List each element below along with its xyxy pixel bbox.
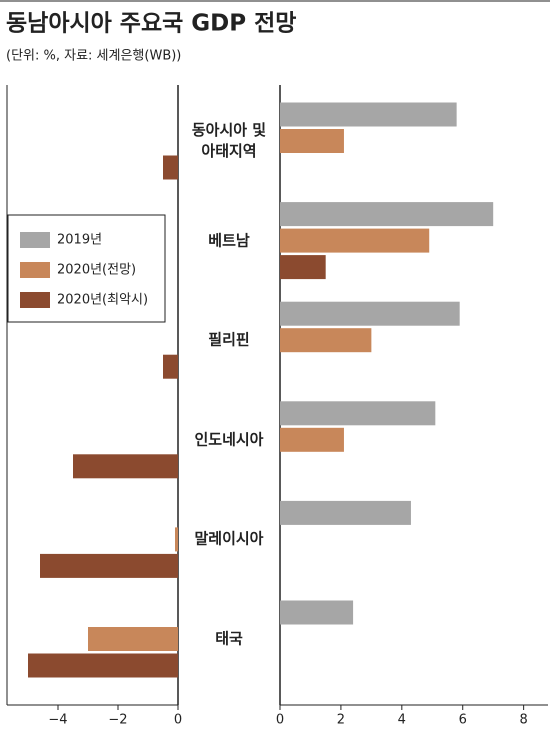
x-tick-label: 0 <box>174 713 182 728</box>
legend-label: 2020년(최악시) <box>57 293 148 308</box>
category-label: 인도네시아 <box>194 430 264 449</box>
chart-title: 동남아시아 주요국 GDP 전망 <box>6 11 296 37</box>
bar <box>280 427 344 452</box>
bar <box>280 301 460 326</box>
x-tick-label: −2 <box>108 713 127 728</box>
bar <box>163 155 178 180</box>
x-tick-label: 6 <box>459 713 467 728</box>
bar <box>280 202 494 227</box>
legend-swatch <box>20 262 50 278</box>
bar <box>73 454 178 479</box>
x-tick-label: 0 <box>276 713 284 728</box>
x-tick-label: 4 <box>398 713 406 728</box>
category-label: 태국 <box>215 629 243 648</box>
bar <box>280 102 457 127</box>
x-tick-label: 2 <box>337 713 345 728</box>
x-tick-label: −4 <box>48 713 67 728</box>
bar <box>163 354 178 379</box>
bar <box>280 228 430 253</box>
bar <box>175 527 178 552</box>
legend-label: 2020년(전망) <box>57 263 136 278</box>
bar <box>280 255 326 280</box>
bar <box>280 401 436 426</box>
chart-subtitle: (단위: %, 자료: 세계은행(WB)) <box>6 48 181 64</box>
bar <box>280 328 372 353</box>
bar <box>280 600 354 625</box>
legend-swatch <box>20 292 50 308</box>
bar <box>88 627 178 651</box>
legend-label: 2019년 <box>57 233 102 248</box>
bar <box>40 553 178 578</box>
category-label: 말레이시아 <box>194 529 264 548</box>
x-tick-label: 8 <box>519 713 527 728</box>
category-label: 필리핀 <box>208 330 250 349</box>
bar <box>28 653 178 678</box>
bar <box>280 129 344 153</box>
bar <box>280 500 411 525</box>
legend-swatch <box>20 232 50 248</box>
category-label: 베트남 <box>208 231 250 250</box>
category-label: 동아시아 및 아태지역 <box>191 121 267 160</box>
